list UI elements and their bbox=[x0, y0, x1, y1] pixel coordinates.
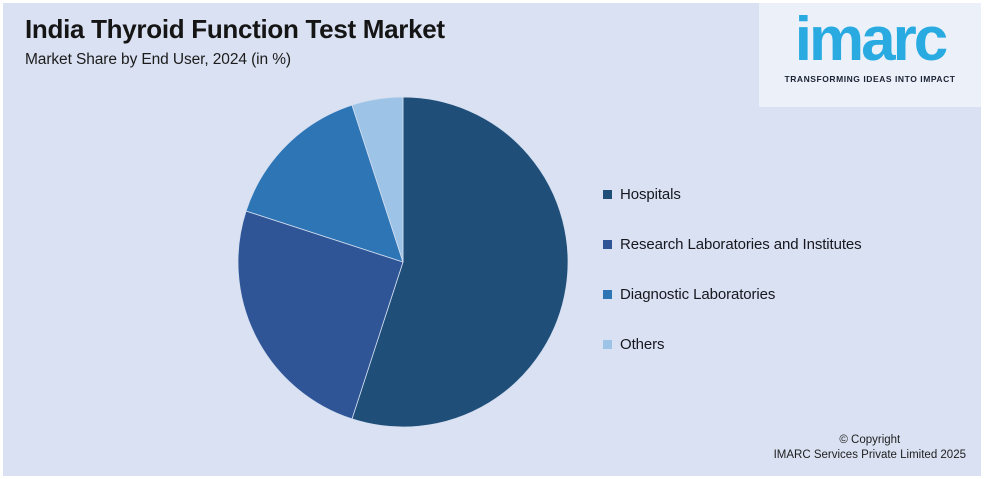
legend-item-research-laboratories: Research Laboratories and Institutes bbox=[603, 234, 862, 255]
copyright-line2: IMARC Services Private Limited 2025 bbox=[773, 449, 966, 462]
pie-slice-research-laboratories-and-institutes bbox=[237, 210, 404, 420]
legend-item-others: Others bbox=[603, 334, 862, 355]
page-title: India Thyroid Function Test Market bbox=[25, 14, 445, 44]
legend-swatch-icon bbox=[603, 340, 612, 349]
pie-chart-area bbox=[236, 95, 570, 429]
legend-label: Diagnostic Laboratories bbox=[620, 286, 776, 303]
pie-slice-hospitals bbox=[351, 96, 569, 428]
page-subtitle: Market Share by End User, 2024 (in %) bbox=[25, 50, 291, 68]
legend-swatch-icon bbox=[603, 240, 612, 249]
legend-swatch-icon bbox=[603, 190, 612, 199]
pie-slice-diagnostic-laboratories bbox=[245, 104, 404, 263]
copyright-line1: © Copyright bbox=[839, 433, 901, 446]
brand-tagline: TRANSFORMING IDEAS INTO IMPACT bbox=[784, 73, 956, 84]
imarc-logo: imarc bbox=[794, 5, 948, 74]
pie-chart bbox=[237, 96, 569, 428]
legend: Hospitals Research Laboratories and Inst… bbox=[603, 184, 862, 384]
pie-slice-others bbox=[351, 96, 404, 263]
legend-item-diagnostic-laboratories: Diagnostic Laboratories bbox=[603, 284, 862, 305]
legend-label: Others bbox=[620, 336, 665, 353]
legend-swatch-icon bbox=[603, 290, 612, 299]
legend-label: Research Laboratories and Institutes bbox=[620, 236, 862, 253]
legend-label: Hospitals bbox=[620, 186, 681, 203]
header: India Thyroid Function Test Market Marke… bbox=[25, 15, 445, 69]
legend-item-hospitals: Hospitals bbox=[603, 184, 862, 205]
brand-panel: imarc TRANSFORMING IDEAS INTO IMPACT bbox=[759, 3, 981, 107]
copyright-notice: © Copyright IMARC Services Private Limit… bbox=[774, 433, 966, 464]
